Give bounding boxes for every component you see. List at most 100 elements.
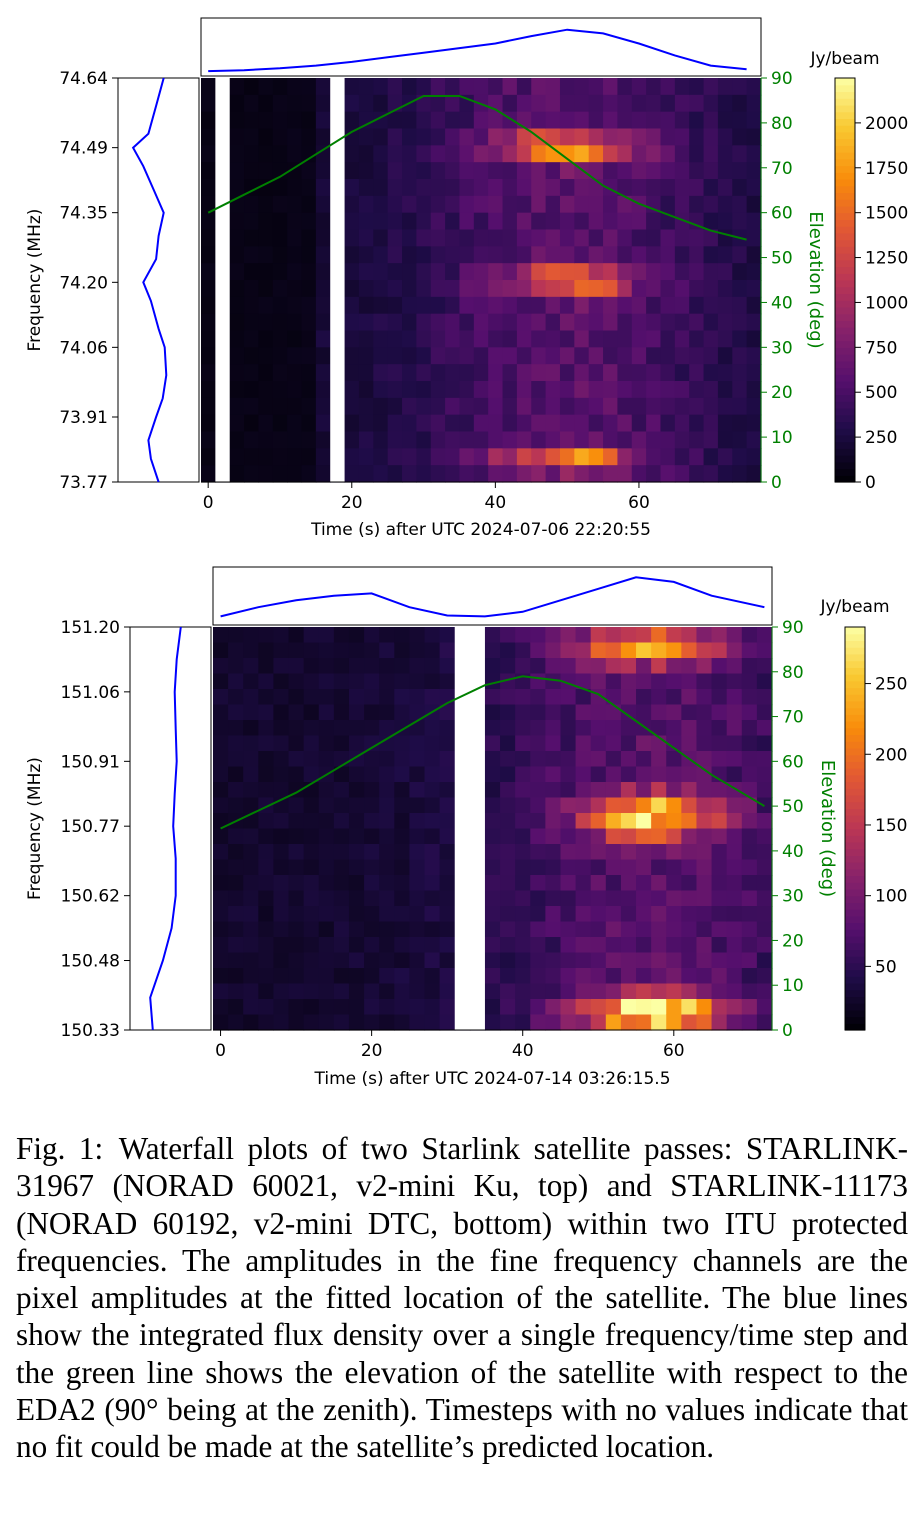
heatmap-cell: [620, 720, 637, 737]
heatmap-cell: [344, 431, 360, 449]
heatmap-cell: [617, 246, 633, 264]
heatmap-cell: [424, 797, 441, 814]
heatmap-cell: [636, 735, 652, 752]
heatmap-cell: [711, 813, 728, 830]
heatmap-cell: [301, 330, 317, 348]
heatmap-cell: [459, 263, 475, 281]
heatmap-cell: [516, 246, 532, 264]
heatmap-cell: [394, 937, 411, 954]
heatmap-cell: [588, 465, 604, 483]
heatmap-cell: [574, 246, 590, 264]
heatmap-cell: [303, 735, 320, 752]
heatmap-cell: [703, 431, 719, 449]
heatmap-cell: [344, 78, 360, 96]
heatmap-cell: [574, 280, 590, 298]
heatmap-cell: [488, 145, 504, 163]
heatmap-cell: [272, 397, 288, 416]
y2-tick-label: 30: [782, 887, 804, 907]
heatmap-cell: [756, 844, 773, 861]
heatmap-cell: [646, 431, 662, 449]
heatmap-cell: [273, 766, 290, 783]
heatmap-cell: [620, 937, 637, 954]
heatmap-cell: [244, 94, 260, 113]
blank-column: [454, 627, 485, 1030]
heatmap-cell: [358, 263, 374, 281]
heatmap-cell: [605, 875, 622, 892]
heatmap-cell: [666, 921, 682, 938]
colorbar-segment: [835, 293, 855, 301]
heatmap-cell: [373, 246, 389, 264]
heatmap-cell: [560, 937, 577, 954]
heatmap-cell: [756, 689, 773, 706]
heatmap-cell: [746, 162, 762, 180]
heatmap-cell: [588, 229, 604, 247]
heatmap-cell: [303, 983, 320, 1000]
colorbar-segment: [845, 962, 865, 971]
heatmap-cell: [617, 179, 633, 197]
heatmap-cell: [409, 844, 426, 861]
heatmap-cell: [348, 968, 365, 985]
heatmap-cell: [244, 431, 260, 449]
heatmap-cell: [651, 875, 667, 892]
heatmap-cell: [409, 968, 426, 985]
heatmap-cell: [348, 720, 365, 737]
heatmap-cell: [559, 397, 575, 416]
heatmap-cell: [228, 844, 244, 861]
colorbar-segment: [835, 407, 855, 416]
heatmap-cell: [531, 246, 547, 264]
heatmap-cell: [603, 229, 619, 247]
heatmap-cell: [590, 859, 607, 876]
heatmap-cell: [333, 813, 350, 830]
heatmap-cell: [459, 296, 475, 315]
y2-tick-label: 20: [771, 383, 793, 403]
heatmap-cell: [560, 968, 577, 985]
heatmap-cell: [387, 364, 403, 382]
heatmap-cell: [288, 720, 305, 737]
heatmap-cell: [660, 296, 676, 315]
colorbar-segment: [835, 259, 855, 268]
heatmap-cell: [459, 448, 475, 466]
heatmap-cell: [301, 246, 317, 264]
heatmap-cell: [711, 937, 728, 954]
colorbar-segment: [835, 125, 855, 133]
colorbar-segment: [845, 828, 865, 836]
heatmap-cell: [502, 94, 518, 113]
heatmap-cell: [358, 195, 374, 214]
heatmap-cell: [674, 179, 690, 197]
heatmap-cell: [741, 704, 758, 721]
heatmap-cell: [726, 766, 743, 783]
heatmap-cell: [424, 673, 441, 690]
heatmap-cell: [674, 94, 690, 113]
heatmap-cell: [620, 766, 637, 783]
heatmap-cell: [732, 364, 748, 382]
colorbar-segment: [835, 394, 855, 402]
heatmap-cell: [732, 280, 748, 298]
heatmap-cell: [545, 689, 562, 706]
heatmap-cell: [590, 906, 607, 923]
heatmap-cell: [605, 720, 622, 737]
y2-axis-label: Elevation (deg): [805, 211, 826, 348]
heatmap-cell: [560, 844, 577, 861]
heatmap-cell: [373, 431, 389, 449]
heatmap-cell: [258, 128, 274, 146]
heatmap-cell: [560, 1014, 577, 1031]
colorbar-gradient: [835, 78, 855, 483]
heatmap-cell: [603, 78, 619, 96]
heatmap-cell: [488, 465, 504, 483]
heatmap-cell: [631, 145, 647, 163]
heatmap-cell: [333, 906, 350, 923]
heatmap-cell: [394, 875, 411, 892]
heatmap-cell: [732, 78, 748, 96]
heatmap-cell: [711, 968, 728, 985]
heatmap-cell: [272, 431, 288, 449]
heatmap-cell: [402, 145, 417, 163]
heatmap-cell: [502, 330, 518, 348]
heatmap-cell: [315, 364, 331, 382]
heatmap-cell: [445, 212, 461, 231]
heatmap-cell: [666, 828, 682, 845]
heatmap-cell: [588, 280, 604, 298]
colorbar-segment: [845, 721, 865, 729]
heatmap-cell: [488, 381, 504, 399]
heatmap-cell: [201, 347, 216, 365]
heatmap-cell: [409, 921, 426, 938]
